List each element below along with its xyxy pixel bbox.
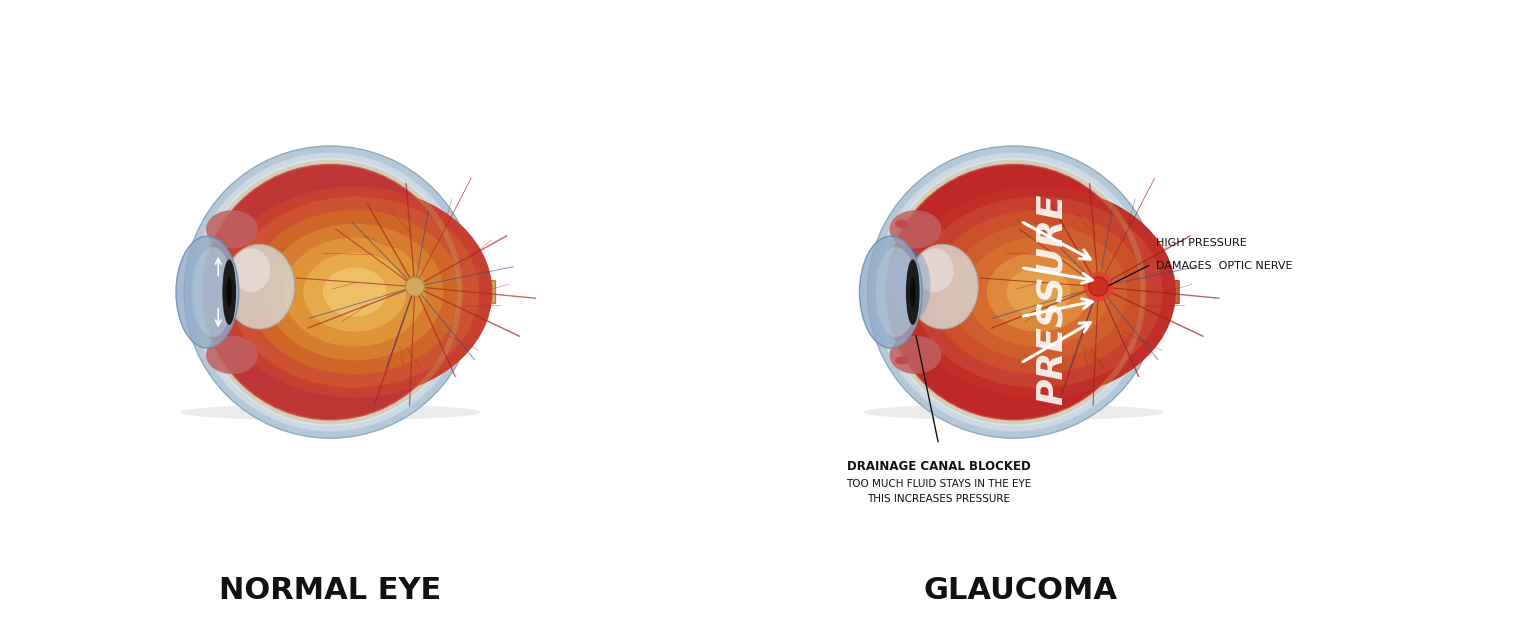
Ellipse shape [197, 158, 464, 426]
Ellipse shape [206, 336, 258, 374]
FancyBboxPatch shape [1124, 281, 1180, 304]
Ellipse shape [880, 158, 1147, 426]
Ellipse shape [949, 224, 1127, 360]
Ellipse shape [860, 236, 922, 348]
Ellipse shape [876, 247, 917, 337]
Ellipse shape [217, 186, 493, 398]
Ellipse shape [900, 186, 1177, 398]
Text: GLAUCOMA: GLAUCOMA [923, 576, 1118, 605]
Ellipse shape [889, 336, 942, 374]
Ellipse shape [184, 146, 476, 438]
Ellipse shape [230, 197, 479, 387]
Ellipse shape [303, 253, 407, 331]
FancyBboxPatch shape [441, 281, 496, 304]
Ellipse shape [190, 153, 470, 431]
Ellipse shape [180, 404, 481, 420]
Ellipse shape [889, 248, 931, 323]
Ellipse shape [915, 248, 954, 292]
Ellipse shape [249, 210, 461, 374]
Ellipse shape [889, 210, 942, 248]
Ellipse shape [223, 259, 237, 325]
Ellipse shape [226, 277, 232, 307]
Ellipse shape [406, 277, 424, 296]
Text: TOO MUCH FLUID STAYS IN THE EYE: TOO MUCH FLUID STAYS IN THE EYE [846, 479, 1031, 490]
Ellipse shape [895, 356, 909, 364]
Ellipse shape [986, 253, 1091, 331]
Text: NORMAL EYE: NORMAL EYE [220, 576, 441, 605]
Ellipse shape [1006, 267, 1071, 317]
Ellipse shape [192, 247, 233, 337]
Ellipse shape [323, 267, 387, 317]
Text: HIGH PRESSURE: HIGH PRESSURE [1155, 239, 1247, 248]
Ellipse shape [284, 237, 425, 347]
Ellipse shape [895, 220, 909, 228]
Ellipse shape [868, 146, 1160, 438]
Text: THIS INCREASES PRESSURE: THIS INCREASES PRESSURE [868, 494, 1011, 504]
Ellipse shape [908, 244, 978, 329]
Ellipse shape [266, 224, 444, 360]
Text: PRESSURE: PRESSURE [1035, 193, 1069, 404]
Ellipse shape [932, 210, 1144, 374]
Ellipse shape [906, 259, 920, 325]
Ellipse shape [1089, 277, 1107, 296]
Ellipse shape [874, 153, 1154, 431]
Ellipse shape [224, 244, 295, 329]
Text: DAMAGES  OPTIC NERVE: DAMAGES OPTIC NERVE [1155, 261, 1292, 271]
Ellipse shape [206, 210, 258, 248]
Ellipse shape [968, 237, 1109, 347]
Ellipse shape [885, 164, 1143, 420]
Ellipse shape [1083, 272, 1114, 302]
Ellipse shape [201, 164, 459, 420]
Text: DRAINAGE CANAL BLOCKED: DRAINAGE CANAL BLOCKED [846, 460, 1031, 473]
Ellipse shape [909, 277, 915, 307]
Ellipse shape [232, 248, 270, 292]
Ellipse shape [863, 404, 1164, 420]
Ellipse shape [914, 197, 1163, 387]
Ellipse shape [177, 236, 238, 348]
